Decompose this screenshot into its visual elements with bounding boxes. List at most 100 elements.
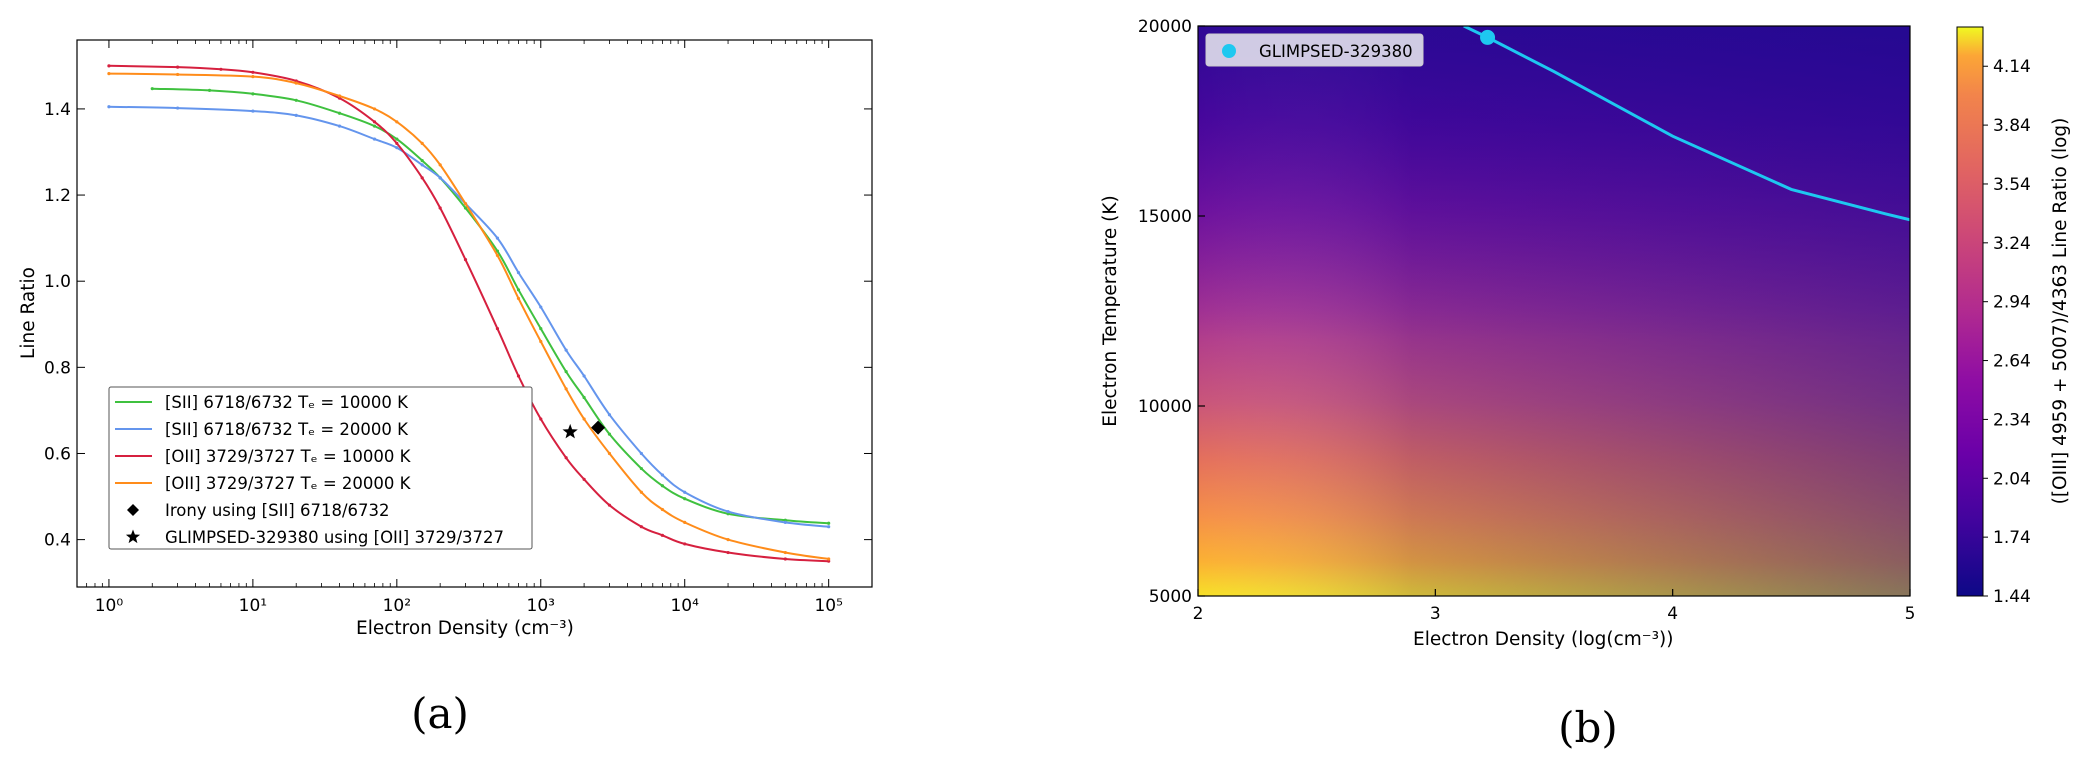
panel-b-y-tick-label: 20000: [1138, 17, 1192, 37]
series-point-sii-10000: [495, 249, 500, 253]
series-point-sii-20000: [251, 109, 255, 113]
series-point-sii-10000: [372, 124, 377, 128]
series-point-sii-10000: [337, 111, 342, 115]
series-point-oii-20000: [660, 507, 665, 512]
series-point-oii-10000: [607, 503, 612, 507]
panel-a-y-tick-label: 0.8: [44, 358, 71, 378]
colorbar-tick-label: 1.74: [1993, 528, 2031, 548]
colorbar-label: ([OIII] 4959 + 5007)/4363 Line Ratio (lo…: [2050, 118, 2071, 505]
series-point-oii-20000: [337, 94, 342, 98]
series-point-sii-20000: [495, 236, 500, 240]
legend-label: GLIMPSED-329380 using [OII] 3729/3727: [165, 528, 504, 547]
panel-a-x-tick-label: 10⁴: [670, 596, 699, 616]
panel-a-x-tick-label: 10³: [527, 596, 555, 616]
panel-a-ticks: 10⁰ 10¹ 10² 10³ 10⁴ 10⁵ 0.4 0.6 0.8 1.0 1.2 1.4: [44, 40, 872, 616]
panel-b-ylabel: Electron Temperature (K): [1100, 195, 1121, 426]
series-point-sii-10000: [564, 370, 568, 374]
legend-label: [OII] 3729/3727 Tₑ = 10000 K: [165, 447, 412, 466]
colorbar-tick-label: 2.04: [1993, 469, 2031, 489]
panel-a-x-tick-label: 10²: [383, 596, 411, 616]
series-point-sii-20000: [783, 520, 787, 524]
series-point-oii-20000: [495, 253, 500, 257]
series-point-oii-10000: [660, 533, 665, 537]
series-point-oii-20000: [827, 557, 831, 561]
series-point-oii-20000: [395, 120, 399, 124]
panel-a-x-tick-label: 10¹: [239, 596, 267, 616]
series-point-oii-20000: [107, 71, 111, 76]
colorbar-tick-label: 4.14: [1993, 57, 2031, 77]
panel-a-series: [107, 64, 831, 563]
panel-a-y-tick-label: 0.6: [44, 444, 71, 464]
series-point-oii-10000: [395, 141, 399, 145]
legend-label: [OII] 3729/3727 Tₑ = 20000 K: [165, 474, 412, 493]
series-point-sii-20000: [176, 106, 180, 110]
series-point-sii-20000: [294, 113, 298, 117]
series-point-oii-20000: [607, 451, 612, 456]
legend-label: [SII] 6718/6732 Tₑ = 10000 K: [165, 393, 409, 412]
panel-b-frame: [1197, 25, 1911, 597]
series-point-oii-20000: [639, 490, 643, 494]
series-point-sii-10000: [463, 206, 468, 210]
series-point-oii-10000: [372, 120, 377, 124]
panel-a-xlabel: Electron Density (cm⁻³): [356, 618, 574, 639]
series-point-sii-20000: [564, 348, 568, 352]
panel-a-y-tick-label: 1.4: [44, 100, 71, 120]
series-point-sii-20000: [438, 176, 442, 180]
panel-b-x-tick-label: 2: [1193, 604, 1204, 624]
legend-diamond: [127, 504, 139, 516]
series-point-sii-10000: [516, 288, 521, 292]
series-point-oii-20000: [683, 520, 687, 524]
panel-a-x-tick-label: 10⁰: [95, 596, 124, 616]
series-point-sii-10000: [582, 395, 586, 400]
colorbar-tick-label: 3.84: [1993, 116, 2031, 136]
colorbar: 1.44 1.74 2.04 2.34 2.64 2.94 3.24 3.54 3.84 4.14…: [1956, 26, 2071, 607]
series-point-sii-20000: [660, 473, 665, 477]
series-point-sii-10000: [150, 87, 154, 91]
panel-a-ylabel: Line Ratio: [18, 267, 39, 359]
colorbar-tick-label: 3.54: [1993, 175, 2031, 195]
legend-star: [125, 529, 141, 544]
series-point-oii-10000: [251, 70, 255, 74]
series-point-sii-20000: [395, 146, 399, 150]
panel-b-y-tick-label: 5000: [1149, 587, 1192, 607]
series-point-oii-10000: [420, 176, 424, 180]
series-point-oii-10000: [495, 326, 500, 331]
series-point-sii-20000: [827, 525, 831, 529]
series-point-oii-20000: [438, 163, 442, 167]
series-point-oii-10000: [107, 64, 111, 68]
colorbar-tick-label: 2.34: [1993, 410, 2031, 430]
panel-b-x-tick-label: 5: [1905, 604, 1916, 624]
series-point-sii-10000: [639, 466, 643, 471]
series-point-sii-10000: [539, 326, 543, 331]
panel-a: 10⁰ 10¹ 10² 10³ 10⁴ 10⁵ 0.4 0.6 0.8 1.0 1.2 1.4 Ele…: [18, 39, 873, 738]
series-point-sii-20000: [639, 451, 643, 456]
series-point-sii-20000: [726, 510, 730, 514]
series-point-oii-20000: [294, 81, 298, 85]
series-point-oii-20000: [420, 141, 424, 145]
colorbar-tick-label: 2.64: [1993, 352, 2031, 372]
panel-b-legend-label: GLIMPSED-329380: [1259, 42, 1413, 61]
series-point-oii-20000: [176, 72, 180, 77]
series-point-sii-20000: [539, 305, 543, 309]
series-point-sii-10000: [251, 92, 255, 96]
panel-b-x-tick-label: 4: [1667, 604, 1678, 624]
series-point-sii-20000: [107, 105, 111, 109]
glimpsed-marker: [562, 423, 578, 439]
series-point-sii-20000: [582, 374, 586, 378]
panel-b-x-tick-label: 3: [1430, 604, 1441, 624]
panel-b-xlabel: Electron Density (log(cm⁻³)): [1413, 629, 1673, 650]
panel-a-markers: [562, 420, 606, 439]
series-point-sii-10000: [660, 484, 665, 488]
panel-b-legend: GLIMPSED-329380: [1205, 33, 1424, 67]
series-point-oii-10000: [438, 206, 442, 210]
colorbar-tick-label: 1.44: [1993, 587, 2031, 607]
colorbar-strip: [1956, 26, 1984, 597]
series-point-oii-20000: [783, 550, 787, 555]
series-point-oii-10000: [516, 374, 521, 378]
series-point-oii-20000: [582, 417, 586, 421]
panel-b-heatmap: [1198, 26, 1910, 596]
series-point-oii-20000: [372, 107, 377, 111]
irony-marker: [591, 420, 606, 435]
series-point-oii-10000: [582, 477, 586, 481]
panel-a-caption: (a): [411, 689, 469, 738]
